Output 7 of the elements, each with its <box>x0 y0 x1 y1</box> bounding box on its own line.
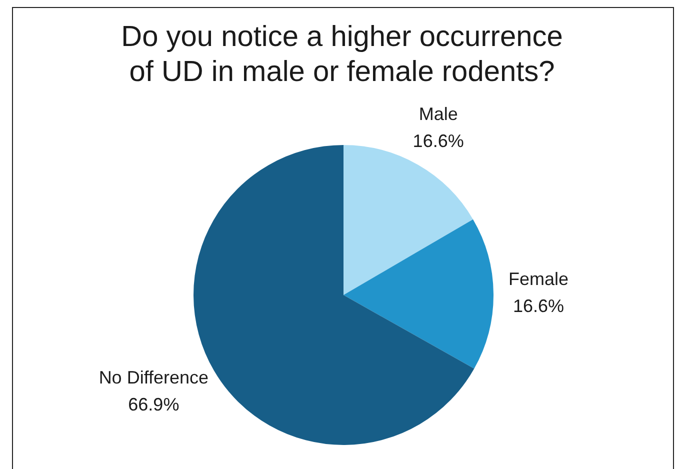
data-label: 16.6% <box>412 130 464 151</box>
data-label: 66.9% <box>128 394 180 414</box>
data-label: 16.6% <box>512 296 564 316</box>
slice-label: Male <box>418 104 458 124</box>
slice-label: No Difference <box>98 367 209 388</box>
chart-title: Do you notice a higher occurrence of UD in male or female rodents? <box>120 20 564 90</box>
slice-label: Female <box>508 268 569 289</box>
